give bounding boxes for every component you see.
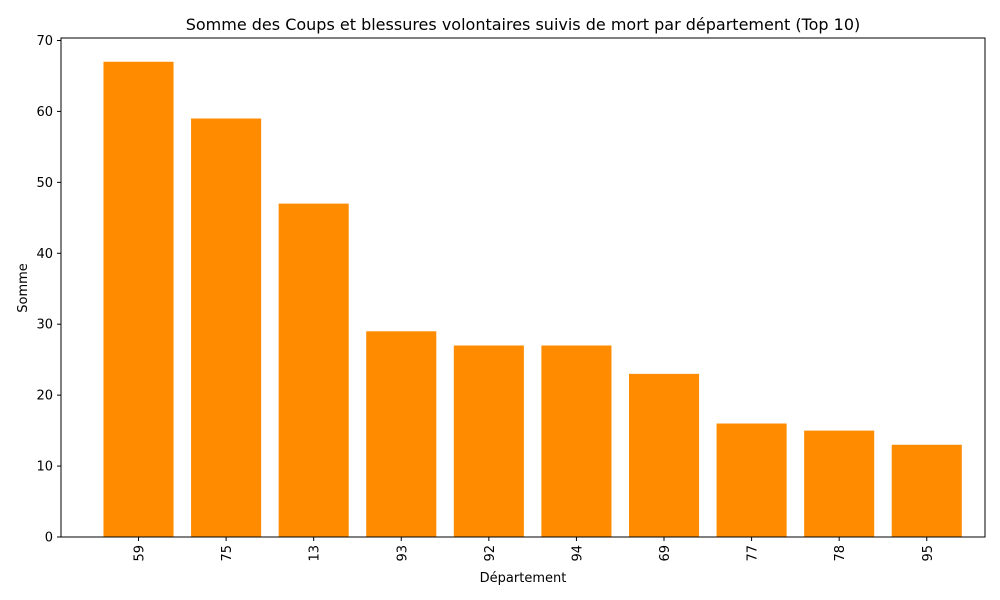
bar-13 [278,203,349,537]
x-tick-label-78: 78 [833,545,848,562]
y-tick-label-0: 0 [45,531,53,546]
bar-69 [628,373,700,537]
bar-92 [453,345,524,537]
plot-frame [60,37,986,538]
x-tick-label-95: 95 [921,545,936,562]
y-tick-label-40: 40 [36,247,53,262]
bar-77 [716,423,787,537]
y-tick-label-60: 60 [36,105,53,120]
y-ticks-group: 0 10 20 30 40 50 60 70 [36,34,61,546]
x-tick-label-94: 94 [570,545,585,562]
bar-95 [891,444,962,537]
bars-group [103,61,962,537]
bar-93 [366,331,437,537]
x-ticks-group: 59 75 13 93 92 94 69 77 78 95 [133,537,936,562]
y-tick-label-10: 10 [36,460,53,475]
y-tick-label-50: 50 [36,176,53,191]
y-tick-label-70: 70 [36,34,53,49]
y-axis-label: Somme [16,263,31,313]
x-axis-label: Département [480,571,567,586]
bar-78 [804,430,875,537]
x-tick-label-75: 75 [220,545,235,562]
x-tick-label-13: 13 [308,545,323,562]
x-tick-label-77: 77 [746,545,761,562]
x-tick-label-69: 69 [658,545,673,562]
bar-75 [191,118,262,537]
x-tick-label-92: 92 [483,545,498,562]
bar-94 [541,345,612,537]
chart-title: Somme des Coups et blessures volontaires… [186,15,861,34]
bar-59 [103,61,174,537]
x-tick-label-93: 93 [395,545,410,562]
y-tick-label-20: 20 [36,389,53,404]
x-tick-label-59: 59 [133,545,148,562]
y-tick-label-30: 30 [36,318,53,333]
